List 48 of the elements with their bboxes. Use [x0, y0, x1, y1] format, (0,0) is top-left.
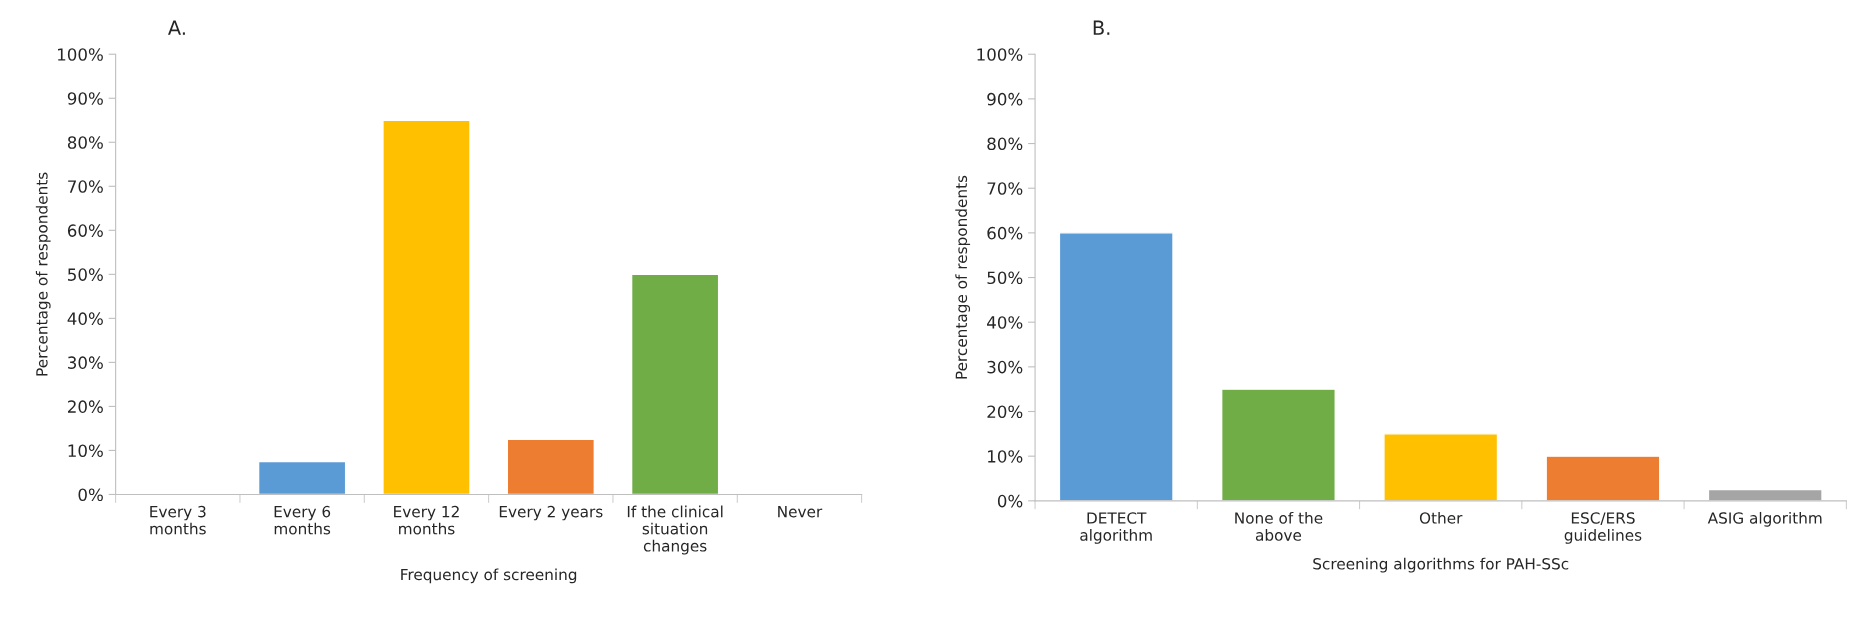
x-tick-label: Every 2 years — [499, 505, 603, 521]
bar — [1545, 455, 1661, 501]
x-tick-label: ASIG algorithm — [1707, 511, 1822, 527]
y-tick-label: 10% — [68, 444, 103, 457]
y-tick-label: 80% — [987, 137, 1023, 151]
x-tick-label: Every 3 months — [150, 505, 206, 535]
y-tick-label: 20% — [68, 400, 103, 413]
y-tick-label: 90% — [67, 92, 103, 105]
bar — [1707, 488, 1823, 501]
y-tick-label: 50% — [68, 268, 103, 281]
y-tick-label: 20% — [987, 405, 1023, 419]
bar — [382, 119, 471, 495]
x-tick-label: DETECT algorithm — [1080, 512, 1152, 544]
y-tick-label: 10% — [988, 450, 1023, 463]
y-tick-label: 100% — [977, 48, 1023, 61]
y-tick-label: 0% — [997, 494, 1023, 508]
y-tick-label: 70% — [987, 182, 1023, 195]
y-tick-label: 50% — [987, 271, 1023, 285]
y-tick-label: 100% — [58, 48, 103, 61]
y-axis-title: Percentage of respondents — [955, 175, 971, 379]
bar — [1058, 232, 1174, 501]
bar — [630, 273, 720, 495]
x-tick-label: Every 12 months — [394, 505, 459, 535]
y-tick-label: 30% — [68, 356, 103, 369]
y-tick-label: 90% — [987, 92, 1023, 106]
bar — [1220, 388, 1336, 501]
bar — [506, 438, 596, 495]
y-tick-label: 30% — [987, 360, 1023, 374]
x-tick-label: Every 6 months — [274, 505, 331, 535]
y-axis-title: Percentage of respondents — [35, 172, 51, 376]
x-tick-label: ESC/ERS guidelines — [1564, 512, 1642, 544]
x-tick-label: Never — [778, 506, 823, 518]
chart-title: B. — [1093, 20, 1110, 35]
y-tick-label: 60% — [987, 226, 1023, 240]
x-axis-title: Frequency of screening — [401, 568, 577, 584]
x-tick-label: None of the above — [1235, 511, 1323, 541]
bar — [1383, 433, 1499, 501]
x-tick-label: If the clinical situation changes — [627, 505, 723, 555]
x-tick-label: Other — [1419, 511, 1463, 524]
y-tick-label: 80% — [67, 136, 103, 149]
y-tick-label: 0% — [78, 488, 103, 502]
y-tick-label: 40% — [67, 312, 103, 325]
x-axis-title: Screening algorithms for PAH-SSc — [1313, 557, 1569, 573]
y-tick-label: 40% — [987, 316, 1023, 329]
y-tick-label: 70% — [68, 180, 103, 193]
y-tick-label: 60% — [67, 224, 103, 237]
bar — [257, 460, 347, 495]
chart-title: A. — [168, 20, 185, 35]
